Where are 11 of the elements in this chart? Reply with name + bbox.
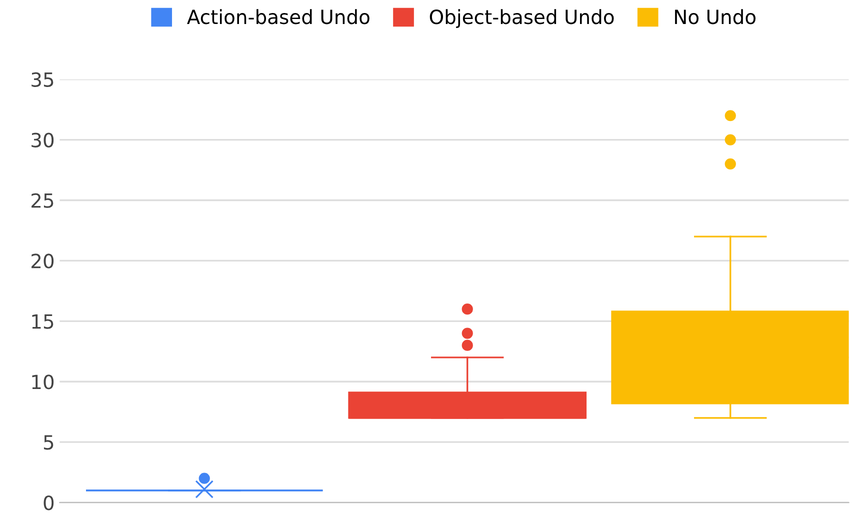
y-tick-label: 10 bbox=[32, 374, 54, 390]
y-tick-label: 5 bbox=[44, 435, 54, 450]
y-tick-label: 0 bbox=[44, 496, 54, 510]
y-tick-label: 15 bbox=[32, 314, 54, 329]
y-tick-label: 30 bbox=[32, 132, 54, 148]
legend-label: No Undo bbox=[675, 9, 756, 24]
y-tick-label: 25 bbox=[32, 193, 54, 208]
legend-label: Action-based Undo bbox=[187, 9, 370, 24]
y-tick-label: 20 bbox=[32, 254, 54, 268]
legend-label: Object-based Undo bbox=[430, 9, 614, 28]
y-tick-label: 35 bbox=[32, 72, 54, 88]
